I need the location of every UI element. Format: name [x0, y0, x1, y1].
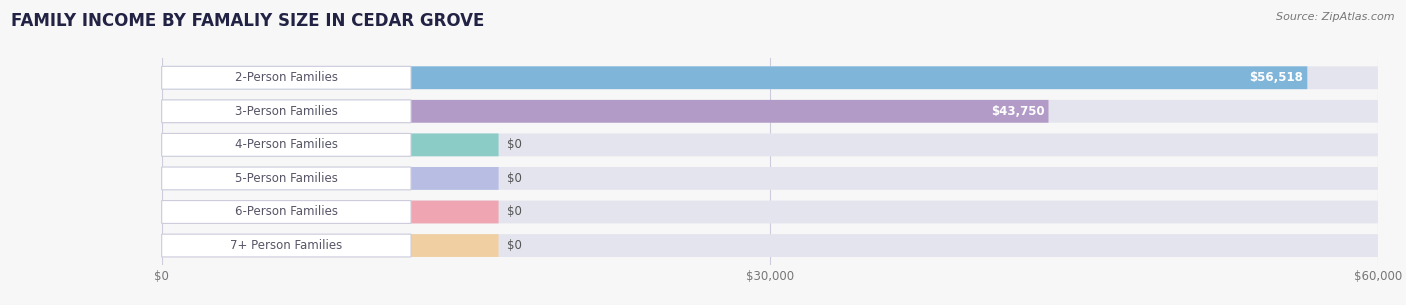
Text: 3-Person Families: 3-Person Families — [235, 105, 337, 118]
Text: 5-Person Families: 5-Person Families — [235, 172, 337, 185]
Text: $56,518: $56,518 — [1250, 71, 1303, 84]
FancyBboxPatch shape — [162, 234, 1378, 257]
FancyBboxPatch shape — [162, 100, 1049, 123]
Text: $0: $0 — [506, 239, 522, 252]
FancyBboxPatch shape — [162, 167, 411, 190]
FancyBboxPatch shape — [162, 234, 499, 257]
FancyBboxPatch shape — [162, 134, 1378, 156]
Text: Source: ZipAtlas.com: Source: ZipAtlas.com — [1277, 12, 1395, 22]
FancyBboxPatch shape — [162, 100, 411, 123]
Text: FAMILY INCOME BY FAMALIY SIZE IN CEDAR GROVE: FAMILY INCOME BY FAMALIY SIZE IN CEDAR G… — [11, 12, 485, 30]
Text: 4-Person Families: 4-Person Families — [235, 138, 337, 151]
FancyBboxPatch shape — [162, 201, 411, 223]
FancyBboxPatch shape — [162, 167, 499, 190]
Text: $0: $0 — [506, 206, 522, 218]
Text: $0: $0 — [506, 138, 522, 151]
FancyBboxPatch shape — [162, 167, 1378, 190]
FancyBboxPatch shape — [162, 234, 411, 257]
Text: 2-Person Families: 2-Person Families — [235, 71, 337, 84]
FancyBboxPatch shape — [162, 66, 411, 89]
Text: $43,750: $43,750 — [991, 105, 1045, 118]
Text: 6-Person Families: 6-Person Families — [235, 206, 337, 218]
FancyBboxPatch shape — [162, 66, 1308, 89]
FancyBboxPatch shape — [162, 134, 499, 156]
FancyBboxPatch shape — [162, 201, 1378, 223]
FancyBboxPatch shape — [162, 66, 1378, 89]
FancyBboxPatch shape — [162, 201, 499, 223]
FancyBboxPatch shape — [162, 134, 411, 156]
FancyBboxPatch shape — [162, 100, 1378, 123]
Text: $0: $0 — [506, 172, 522, 185]
Text: 7+ Person Families: 7+ Person Families — [231, 239, 343, 252]
